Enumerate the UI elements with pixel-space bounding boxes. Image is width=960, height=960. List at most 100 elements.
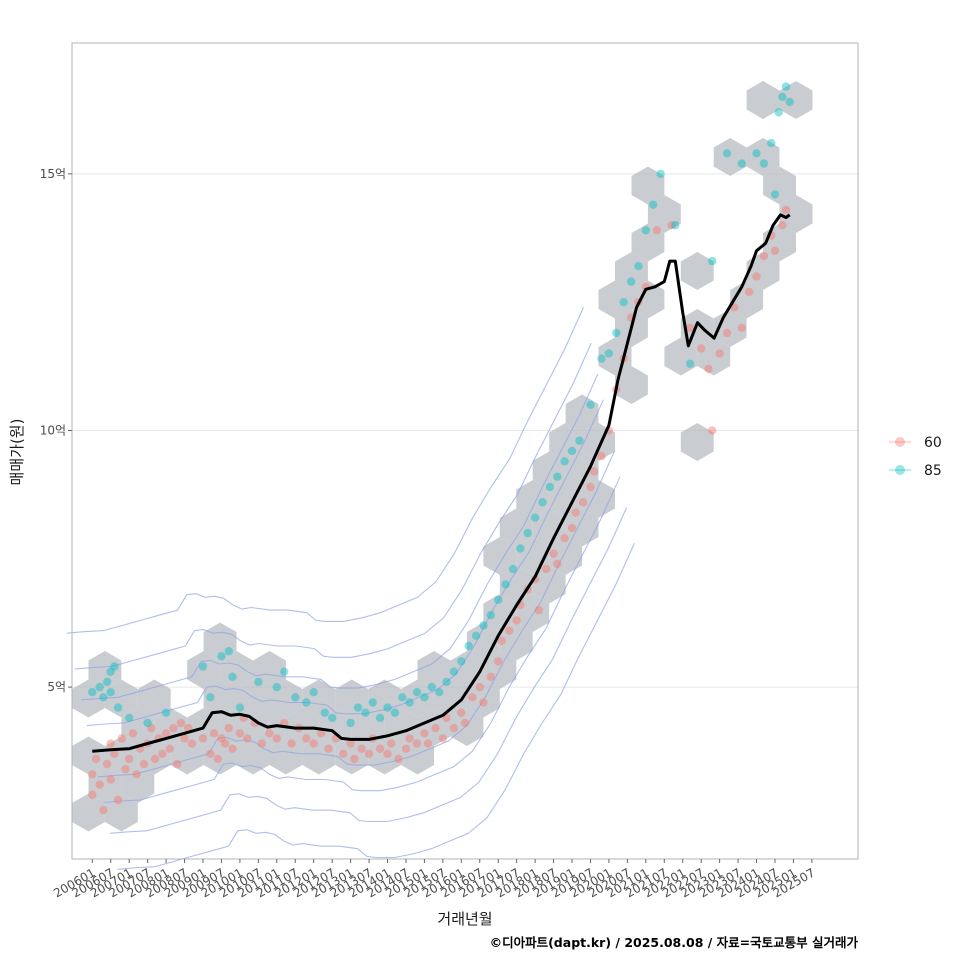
hexbin-cell — [598, 280, 632, 319]
point-series-85 — [759, 159, 769, 168]
point-series-85 — [106, 688, 115, 697]
point-series-60 — [121, 765, 130, 774]
data-points — [88, 82, 794, 815]
hexbin-cell — [253, 651, 286, 689]
point-series-60 — [420, 729, 429, 738]
point-series-60 — [272, 734, 281, 743]
point-series-85 — [767, 138, 776, 148]
point-series-85 — [671, 221, 680, 230]
point-series-85 — [516, 544, 525, 553]
point-series-85 — [737, 159, 746, 168]
point-series-60 — [132, 770, 141, 779]
point-series-60 — [567, 523, 577, 533]
hexbin-cell — [137, 736, 171, 775]
point-series-85 — [486, 611, 495, 620]
point-series-60 — [265, 729, 274, 738]
point-series-85 — [553, 472, 562, 481]
point-series-60 — [180, 734, 189, 743]
point-series-85 — [398, 693, 407, 702]
hexbin-cell — [154, 708, 188, 746]
point-series-60 — [597, 451, 606, 461]
hexbin-cell — [532, 508, 566, 547]
hexbin-cell — [516, 594, 550, 632]
hexbin-cell — [746, 138, 780, 176]
legend-label-60: 60 — [924, 435, 942, 451]
point-series-85 — [88, 688, 97, 697]
hexbin-cell — [269, 736, 303, 775]
hexbin-cell — [72, 793, 105, 832]
point-series-60 — [590, 467, 599, 476]
point-series-85 — [217, 652, 226, 661]
point-series-60 — [505, 626, 514, 635]
point-series-60 — [287, 739, 296, 748]
hexbin-cell — [368, 679, 402, 718]
point-series-60 — [257, 739, 267, 748]
point-series-85 — [778, 92, 787, 102]
plot-panel-border — [71, 42, 859, 860]
legend-key-85 — [895, 465, 905, 475]
point-series-85 — [328, 713, 337, 723]
density-contour — [97, 450, 616, 778]
point-series-85 — [722, 149, 732, 158]
density-contour — [74, 342, 592, 670]
hexbin-cell — [549, 480, 583, 518]
point-series-85 — [770, 190, 780, 199]
hexbin-cell — [335, 679, 369, 718]
density-contour — [109, 507, 628, 834]
point-series-60 — [169, 723, 178, 733]
hexbin-cell — [104, 793, 138, 832]
point-series-60 — [685, 323, 695, 332]
point-series-60 — [737, 323, 746, 332]
point-series-85 — [368, 698, 377, 707]
point-series-85 — [95, 682, 104, 692]
point-series-60 — [106, 775, 115, 784]
y-tick-label: 15억 — [40, 167, 66, 181]
point-series-60 — [110, 749, 119, 758]
point-series-60 — [401, 744, 411, 753]
point-series-60 — [350, 754, 359, 764]
point-series-85 — [383, 703, 392, 712]
point-series-60 — [88, 790, 97, 799]
point-series-85 — [106, 667, 115, 676]
point-series-85 — [420, 693, 429, 702]
legend-key-60 — [895, 437, 905, 447]
trend-line — [92, 213, 791, 753]
hexbin-cell — [582, 480, 615, 518]
point-series-60 — [553, 559, 562, 569]
hexbin-cell — [779, 195, 813, 233]
point-series-85 — [656, 169, 665, 179]
point-series-60 — [106, 739, 115, 748]
point-series-85 — [99, 693, 108, 702]
hexbin-cell — [318, 708, 352, 746]
hexbin-cell — [549, 537, 583, 575]
point-series-85 — [785, 97, 794, 107]
point-series-60 — [468, 693, 477, 702]
hexbin-cell — [137, 679, 171, 718]
legend-label-85: 85 — [924, 463, 942, 479]
legend: 60 85 — [889, 435, 942, 479]
hexbin-cell — [220, 708, 253, 746]
point-series-85 — [752, 149, 761, 158]
point-series-60 — [744, 287, 754, 297]
point-series-85 — [235, 703, 245, 712]
point-series-85 — [685, 359, 695, 368]
hexbin-cell — [615, 252, 648, 290]
point-series-60 — [697, 344, 706, 353]
point-series-60 — [479, 698, 488, 707]
point-series-60 — [486, 672, 495, 681]
point-series-60 — [91, 754, 101, 764]
point-series-60 — [316, 729, 326, 738]
point-series-85 — [604, 349, 614, 358]
point-series-85 — [254, 677, 263, 687]
point-series-60 — [542, 564, 551, 574]
hexbin-cell — [680, 423, 714, 461]
hexbin-cell — [236, 679, 270, 718]
point-series-85 — [781, 82, 791, 91]
y-tick-label: 5억 — [47, 680, 66, 694]
point-series-85 — [143, 718, 152, 728]
point-series-85 — [641, 226, 650, 235]
hexbin-cell — [565, 451, 599, 490]
point-series-85 — [125, 713, 134, 723]
